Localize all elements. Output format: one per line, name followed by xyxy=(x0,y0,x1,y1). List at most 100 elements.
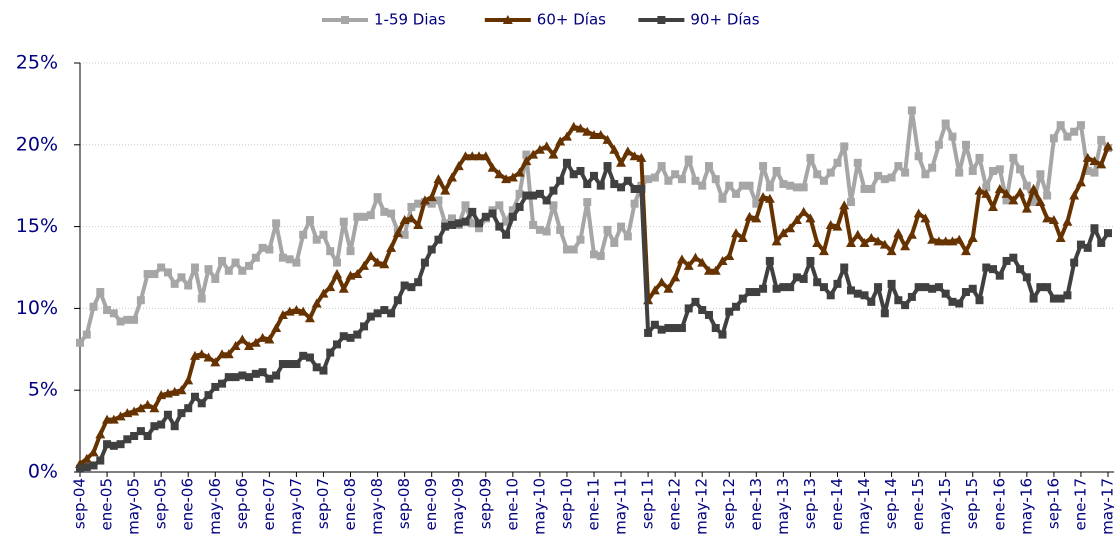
point xyxy=(874,171,883,180)
point xyxy=(886,246,897,256)
point xyxy=(1090,224,1099,233)
point xyxy=(373,309,382,318)
point xyxy=(245,261,254,270)
point xyxy=(115,411,126,421)
point xyxy=(325,282,336,292)
point xyxy=(257,332,268,342)
point xyxy=(826,168,835,177)
point xyxy=(305,353,314,362)
point xyxy=(183,375,194,385)
point xyxy=(393,296,402,305)
point xyxy=(684,304,693,313)
x-tick-label: ene-05 xyxy=(98,478,116,530)
point xyxy=(1042,213,1053,223)
point xyxy=(163,268,172,277)
point xyxy=(1097,238,1106,247)
point xyxy=(210,357,221,367)
point xyxy=(1028,183,1039,193)
point xyxy=(1043,283,1052,292)
point xyxy=(277,309,288,319)
point xyxy=(103,306,112,315)
point xyxy=(264,334,275,344)
point xyxy=(630,184,639,193)
point xyxy=(360,322,369,331)
point xyxy=(433,174,444,184)
point xyxy=(508,206,517,215)
point xyxy=(664,176,673,185)
point xyxy=(933,236,944,246)
point xyxy=(312,235,321,244)
point xyxy=(826,291,835,300)
point xyxy=(292,360,301,369)
point xyxy=(528,149,539,159)
point xyxy=(683,260,694,270)
point xyxy=(609,144,620,154)
y-tick-label: 5% xyxy=(28,379,58,401)
point xyxy=(211,382,220,391)
point xyxy=(177,273,186,282)
point xyxy=(994,183,1005,193)
point xyxy=(622,146,633,156)
point xyxy=(880,309,889,318)
point xyxy=(123,435,132,444)
point xyxy=(731,228,742,238)
point xyxy=(541,141,552,151)
point xyxy=(786,283,795,292)
point xyxy=(650,173,659,182)
point xyxy=(759,162,768,171)
x-tick-label: may-05 xyxy=(125,478,143,535)
point xyxy=(989,265,998,274)
point xyxy=(934,140,943,149)
point xyxy=(914,152,923,161)
point xyxy=(245,373,254,382)
point xyxy=(941,119,950,128)
point xyxy=(427,245,436,254)
point xyxy=(610,238,619,247)
point xyxy=(847,286,855,295)
point xyxy=(488,209,497,218)
point xyxy=(333,258,341,267)
point xyxy=(819,176,828,185)
point xyxy=(968,166,977,175)
point xyxy=(224,373,233,382)
point xyxy=(928,284,937,293)
point xyxy=(96,288,105,297)
point xyxy=(392,228,403,238)
point xyxy=(764,193,775,203)
point xyxy=(1083,166,1092,175)
point xyxy=(475,219,484,228)
point xyxy=(568,121,579,131)
point xyxy=(407,202,416,211)
point xyxy=(549,186,558,195)
point xyxy=(791,215,802,225)
point xyxy=(583,180,592,189)
point xyxy=(576,235,585,244)
point xyxy=(717,255,728,265)
point xyxy=(494,169,505,179)
point xyxy=(1002,256,1011,265)
point xyxy=(745,288,754,297)
point xyxy=(150,270,159,279)
point xyxy=(250,337,261,347)
point xyxy=(515,202,524,211)
point xyxy=(278,360,287,369)
point xyxy=(752,199,761,208)
point xyxy=(108,414,119,424)
x-tick-label: may-09 xyxy=(449,478,467,535)
point xyxy=(921,170,930,179)
point xyxy=(218,256,227,265)
point xyxy=(704,162,713,171)
point xyxy=(135,403,146,413)
point xyxy=(136,427,145,436)
point xyxy=(874,283,883,292)
point xyxy=(562,245,571,254)
point xyxy=(426,192,437,202)
point xyxy=(177,409,186,418)
point xyxy=(711,175,720,184)
point xyxy=(779,283,788,292)
point xyxy=(231,258,240,267)
point xyxy=(602,134,613,144)
point xyxy=(616,157,627,167)
point xyxy=(76,464,84,473)
